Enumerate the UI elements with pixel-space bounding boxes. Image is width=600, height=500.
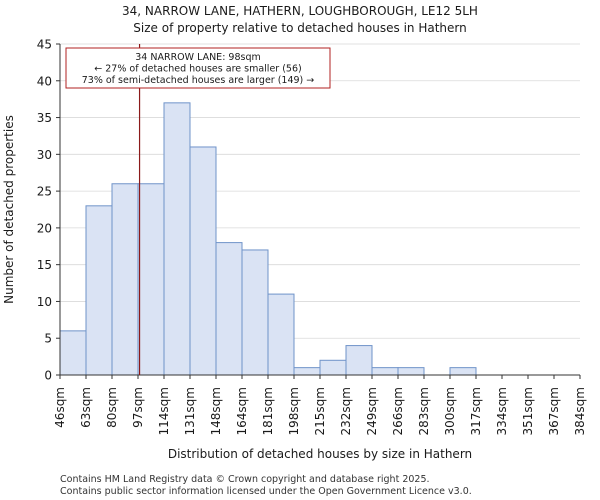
bar [293, 367, 321, 376]
y-axis-label: Number of detached properties [2, 115, 16, 304]
y-tick-label: 10 [37, 295, 52, 309]
bar [111, 183, 139, 376]
x-tick-label: 198sqm [287, 387, 301, 435]
chart-title: 34, NARROW LANE, HATHERN, LOUGHBOROUGH, … [122, 4, 478, 18]
x-tick-label: 351sqm [521, 387, 535, 435]
x-tick-label: 367sqm [547, 387, 561, 435]
bar [397, 367, 425, 376]
y-tick-label: 45 [37, 38, 52, 52]
x-tick-label: 215sqm [313, 387, 327, 435]
bar [371, 367, 399, 376]
bar [345, 345, 373, 376]
x-tick-label: 63sqm [79, 387, 93, 428]
x-tick-label: 114sqm [157, 387, 171, 435]
annotation-line-3: 73% of semi-detached houses are larger (… [82, 75, 315, 86]
y-tick-label: 20 [37, 221, 52, 235]
bar [319, 359, 347, 376]
bar [449, 367, 477, 376]
x-tick-label: 148sqm [209, 387, 223, 435]
annotation-line-1: 34 NARROW LANE: 98sqm [135, 52, 260, 63]
y-tick-label: 15 [37, 258, 52, 272]
x-tick-label: 80sqm [105, 387, 119, 428]
bar [85, 205, 113, 376]
x-tick-label: 232sqm [339, 387, 353, 435]
bar [215, 242, 243, 376]
x-tick-label: 97sqm [131, 387, 145, 428]
annotation-box [65, 47, 331, 89]
x-axis-label: Distribution of detached houses by size … [168, 447, 472, 461]
chart-subtitle: Size of property relative to detached ho… [133, 21, 467, 35]
footer-line-1: Contains HM Land Registry data © Crown c… [60, 474, 430, 485]
footer-line-2: Contains public sector information licen… [60, 486, 472, 497]
y-tick-label: 25 [37, 185, 52, 199]
y-tick-label: 5 [44, 332, 52, 346]
y-tick-label: 35 [37, 111, 52, 125]
x-tick-label: 46sqm [53, 387, 67, 428]
x-tick-label: 300sqm [443, 387, 457, 435]
bar [189, 146, 217, 376]
x-tick-label: 164sqm [235, 387, 249, 435]
y-tick-label: 40 [37, 74, 52, 88]
y-tick-label: 0 [44, 369, 52, 383]
x-tick-label: 317sqm [469, 387, 483, 435]
x-tick-label: 384sqm [573, 387, 587, 435]
x-tick-label: 283sqm [417, 387, 431, 435]
x-tick-label: 334sqm [495, 387, 509, 435]
x-tick-label: 181sqm [261, 387, 275, 435]
x-tick-label: 131sqm [183, 387, 197, 435]
bar [137, 183, 165, 376]
y-tick-label: 30 [37, 148, 52, 162]
bar [267, 293, 295, 376]
annotation-line-2: ← 27% of detached houses are smaller (56… [94, 64, 301, 75]
bar [241, 249, 269, 376]
bar [59, 330, 87, 376]
x-tick-label: 249sqm [365, 387, 379, 435]
x-tick-label: 266sqm [391, 387, 405, 435]
bar [163, 102, 191, 376]
